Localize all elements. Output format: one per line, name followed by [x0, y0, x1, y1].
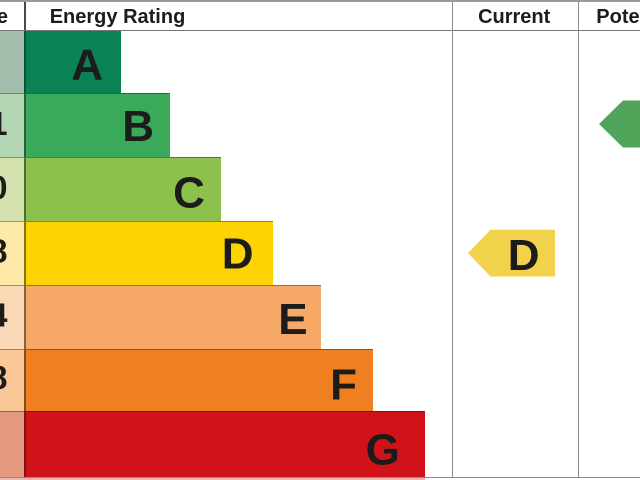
svg-text:G: G: [366, 425, 400, 474]
svg-text:C: C: [173, 169, 205, 218]
svg-text:21-38: 21-38: [0, 359, 8, 396]
svg-text:Energy Rating: Energy Rating: [50, 6, 186, 28]
svg-text:Score: Score: [0, 6, 8, 28]
svg-text:39-54: 39-54: [0, 297, 8, 334]
svg-text:A: A: [71, 41, 103, 90]
svg-text:81-91: 81-91: [0, 105, 8, 142]
svg-text:D: D: [508, 231, 540, 280]
svg-text:55-68: 55-68: [0, 233, 8, 270]
svg-text:B: B: [122, 102, 154, 151]
svg-text:Potential: Potential: [596, 6, 640, 28]
svg-text:E: E: [278, 295, 307, 344]
svg-text:Current: Current: [478, 6, 551, 28]
svg-text:69-80: 69-80: [0, 169, 8, 206]
svg-text:D: D: [222, 229, 254, 278]
svg-text:F: F: [330, 361, 357, 410]
